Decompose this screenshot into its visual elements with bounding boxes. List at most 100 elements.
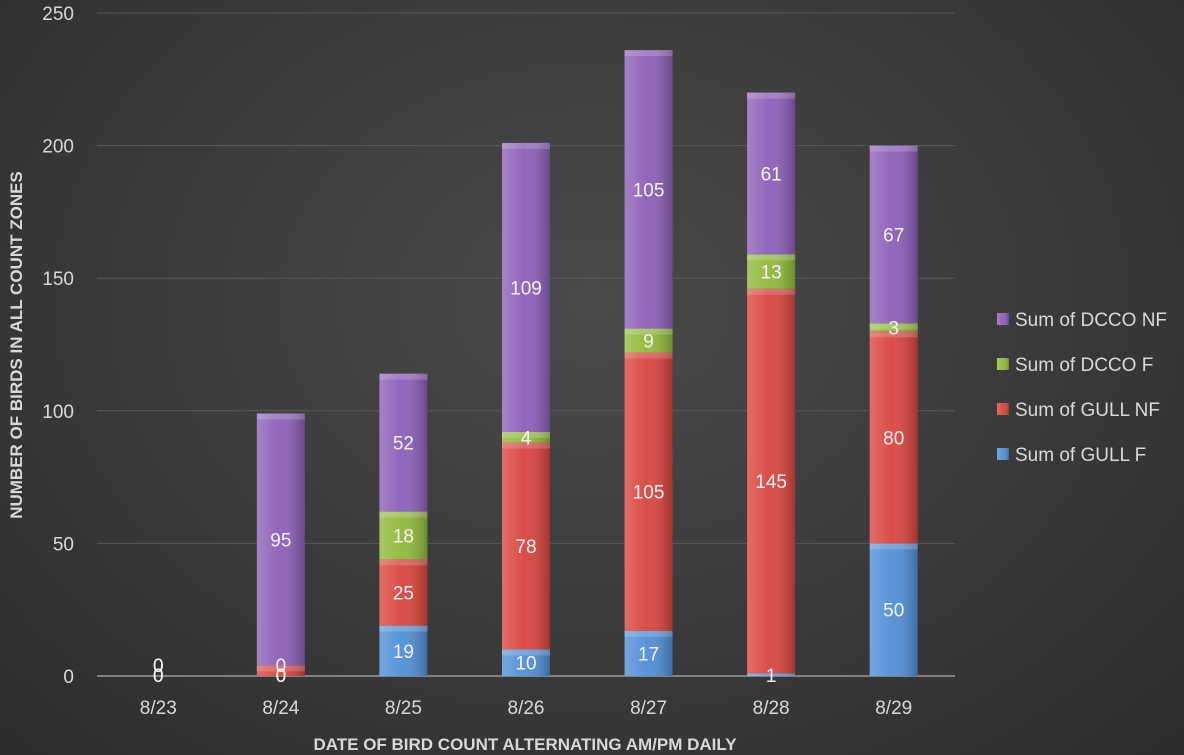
bar-segment-shine — [502, 432, 550, 443]
bar-segment-bevel — [256, 413, 305, 420]
data-label: 4 — [521, 428, 532, 449]
data-label: 3 — [888, 318, 899, 339]
bar-segment-shine — [869, 323, 918, 332]
data-label: 145 — [755, 472, 787, 493]
bar-segment-bevel — [747, 92, 796, 99]
bar-segment-bevel — [624, 50, 673, 57]
bar-segment-bevel — [624, 630, 673, 637]
bar-stack: 17 105 9 105 — [624, 50, 673, 676]
y-tick-label: 0 — [63, 667, 74, 688]
data-label: 61 — [761, 164, 782, 185]
legend-item: Sum of DCCO F — [997, 355, 1153, 376]
bar-segment-bevel — [379, 559, 428, 566]
data-label: 0 — [276, 666, 287, 687]
legend-label: Sum of GULL NF — [1015, 400, 1160, 421]
y-axis-title: NUMBER OF BIRDS IN ALL COUNT ZONES — [7, 171, 26, 519]
data-label: 17 — [638, 644, 659, 665]
bar-segment-bevel — [502, 142, 550, 149]
bar-stack: 10 78 4 109 — [502, 142, 550, 676]
x-tick-label: 8/28 — [753, 698, 790, 719]
legend-label: Sum of DCCO F — [1015, 355, 1153, 376]
data-label: 109 — [510, 278, 542, 299]
legend-swatch-shine — [997, 448, 1009, 460]
bar-segment-shine — [502, 142, 550, 433]
bar-segment-shine — [747, 92, 796, 255]
data-label: 25 — [393, 583, 414, 604]
x-tick-label: 8/24 — [262, 698, 299, 719]
bar-segment-bevel — [379, 625, 428, 632]
bar-segment-shine — [624, 50, 673, 329]
y-tick-label: 250 — [42, 4, 74, 25]
bar-segment-bevel — [502, 432, 550, 439]
data-label: 78 — [515, 537, 536, 558]
bar-segment-shine — [869, 543, 918, 676]
x-tick-label: 8/26 — [508, 698, 545, 719]
data-label: 0 — [153, 656, 164, 677]
data-label: 0 — [276, 666, 287, 687]
bar-stack: 1 145 13 61 — [747, 92, 796, 687]
legend-swatch-shine — [997, 403, 1009, 415]
bar-segment-shine — [624, 630, 673, 676]
legend-label: Sum of DCCO NF — [1015, 310, 1167, 331]
bar-segment-bevel — [379, 373, 428, 380]
legend-swatch-shine — [997, 313, 1009, 325]
x-tick-label: 8/23 — [140, 698, 177, 719]
x-axis-title: DATE OF BIRD COUNT ALTERNATING AM/PM DAI… — [313, 735, 737, 754]
bar-segment-shine — [624, 352, 673, 631]
bar-segment-shine — [869, 145, 918, 324]
bar-segment-bevel — [256, 665, 305, 672]
bar-segment-bevel — [747, 254, 796, 261]
data-label: 0 — [153, 656, 164, 677]
bar-segment-bevel — [869, 543, 918, 550]
data-label: 0 — [153, 666, 164, 687]
data-label: 0 — [153, 666, 164, 687]
bar-segment-shine — [502, 649, 550, 676]
bar-segment-shine — [379, 559, 428, 626]
y-axis-ticks: 0 50 100 150 200 250 — [42, 4, 74, 688]
legend-item: Sum of GULL NF — [997, 400, 1160, 421]
y-tick-label: 200 — [42, 137, 74, 158]
data-label: 10 — [515, 654, 536, 675]
data-label: 67 — [883, 225, 904, 246]
bar-segment-bevel — [869, 331, 918, 338]
bar-segment-bevel — [624, 352, 673, 359]
y-tick-label: 150 — [42, 269, 74, 290]
bar-segment-shine — [747, 254, 796, 289]
x-tick-label: 8/29 — [875, 698, 912, 719]
data-label: 19 — [393, 642, 414, 663]
legend: Sum of DCCO NF Sum of DCCO F Sum of GULL N… — [997, 310, 1167, 466]
bar-segment-bevel — [624, 328, 673, 335]
bar-segment-bevel — [379, 511, 428, 518]
bar-segment-shine — [747, 288, 796, 674]
bar-segment-shine — [256, 665, 305, 676]
data-label: 80 — [883, 428, 904, 449]
legend-label: Sum of GULL F — [1015, 445, 1146, 466]
x-tick-label: 8/25 — [385, 698, 422, 719]
y-tick-label: 100 — [42, 402, 74, 423]
bar-stack: 50 80 3 67 — [869, 145, 918, 676]
bar-stack: 19 25 18 52 — [379, 373, 428, 676]
data-label: 95 — [270, 530, 291, 551]
x-tick-label: 8/27 — [630, 698, 667, 719]
y-tick-label: 50 — [53, 534, 74, 555]
data-label: 1 — [766, 666, 777, 687]
legend-item: Sum of DCCO NF — [997, 310, 1167, 331]
bar-segment-bevel — [502, 442, 550, 449]
bar-segment-shine — [256, 413, 305, 666]
bar-segment-shine — [502, 442, 550, 650]
x-axis-ticks: 8/23 8/24 8/25 8/26 8/27 8/28 8/29 — [140, 698, 912, 719]
data-label: 52 — [393, 434, 414, 455]
bar-segment-bevel — [747, 288, 796, 295]
bar-segment-shine — [379, 373, 428, 512]
data-label: 13 — [761, 263, 782, 284]
bar-segment-shine — [869, 331, 918, 544]
legend-swatch-shine — [997, 358, 1009, 370]
legend-item: Sum of GULL F — [997, 445, 1146, 466]
bar-segment-shine — [379, 511, 428, 560]
bar-segment-bevel — [869, 323, 918, 330]
data-label: 105 — [633, 180, 665, 201]
bar-segment-shine — [379, 625, 428, 676]
